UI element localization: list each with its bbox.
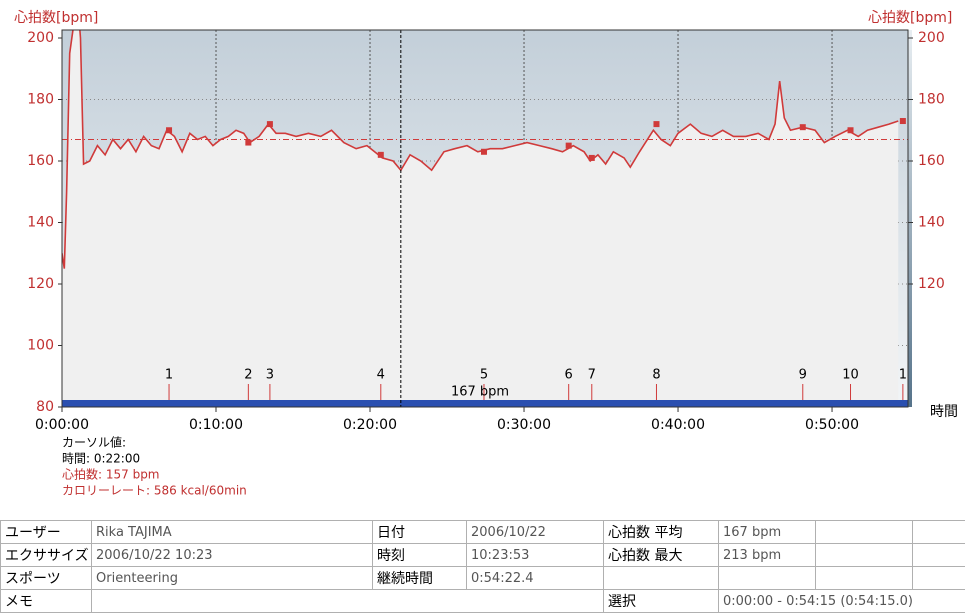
cursor-info: 時間: 0:22:00 (62, 452, 140, 466)
lap-marker (266, 121, 273, 128)
lap-label: 4 (377, 368, 385, 383)
lap-label: 3 (266, 368, 274, 383)
cell: 0:00:00 - 0:54:15 (0:54:15.0) (718, 589, 965, 613)
x-tick-label: 0:30:00 (497, 417, 551, 433)
y-tick-label: 140 (27, 215, 54, 231)
right-strip (908, 30, 912, 407)
cell (912, 520, 965, 544)
y2-tick-label: 180 (918, 92, 945, 108)
cell (815, 566, 913, 590)
selection-band (62, 400, 908, 407)
cursor-info: カーソル値: (62, 435, 126, 450)
y2-tick-label: 140 (918, 215, 945, 231)
lap-marker (799, 124, 806, 131)
lap-marker (377, 151, 384, 158)
cell: 0:54:22.4 (466, 566, 604, 590)
cell: ユーザー (0, 520, 92, 544)
info-table: ユーザー Rika TAJIMA 日付 2006/10/22 心拍数 平均 16… (0, 520, 965, 613)
cell (815, 543, 913, 567)
y-axis-label: 心拍数[bpm] (14, 10, 98, 26)
y-tick-label: 160 (27, 153, 54, 169)
area-below-line (62, 30, 899, 407)
y2-axis-label: 心拍数[bpm] (868, 10, 952, 26)
cell: 心拍数 平均 (603, 520, 719, 544)
cell (912, 566, 965, 590)
cell: 2006/10/22 10:23 (91, 543, 373, 567)
lap-marker (166, 127, 173, 134)
lap-marker (565, 142, 572, 149)
lap-label: 1 (899, 368, 907, 383)
lap-label: 6 (565, 368, 573, 383)
cell: 選択 (603, 589, 719, 613)
y2-tick-label: 160 (918, 153, 945, 169)
cursor-info: カロリーレート: 586 kcal/60min (62, 484, 247, 498)
cell: エクササイズ (0, 543, 92, 567)
y-tick-label: 120 (27, 276, 54, 292)
cell: 10:23:53 (466, 543, 604, 567)
cell: メモ (0, 589, 92, 613)
lap-marker (653, 121, 660, 128)
lap-label: 8 (652, 368, 660, 383)
cell: 継続時間 (372, 566, 467, 590)
cell: 日付 (372, 520, 467, 544)
y-tick-label: 200 (27, 30, 54, 46)
heart-rate-line (62, 30, 899, 269)
average-label: 167 bpm (451, 385, 509, 400)
x-tick-label: 0:50:00 (805, 417, 859, 433)
cell (603, 566, 719, 590)
lap-label: 7 (588, 368, 596, 383)
x-tick-label: 0:20:00 (343, 417, 397, 433)
cursor-info: 心拍数: 157 bpm (62, 467, 160, 482)
lap-marker (899, 118, 906, 125)
x-tick-label: 0:10:00 (189, 417, 243, 433)
lap-marker (847, 127, 854, 134)
y2-tick-label: 120 (918, 276, 945, 292)
y2-tick-label: 200 (918, 30, 945, 46)
x-tick-label: 0:00:00 (35, 417, 89, 433)
cell (718, 566, 816, 590)
cell: 213 bpm (718, 543, 816, 567)
chart: 心拍数[bpm] 心拍数[bpm] 時間 8010012014016018020… (14, 10, 958, 498)
y-tick-label: 180 (27, 92, 54, 108)
lap-marker (245, 139, 252, 146)
lap-label: 10 (842, 368, 859, 383)
cell: 時刻 (372, 543, 467, 567)
lap-marker (480, 148, 487, 155)
lap-label: 9 (799, 368, 807, 383)
lap-label: 2 (244, 368, 252, 383)
cell: 167 bpm (718, 520, 816, 544)
cell: スポーツ (0, 566, 92, 590)
cell (91, 589, 604, 613)
cell (815, 520, 913, 544)
cell: Orienteering (91, 566, 373, 590)
lap-label: 5 (480, 368, 488, 383)
cell (912, 543, 965, 567)
x-tick-label: 0:40:00 (651, 417, 705, 433)
cell: 心拍数 最大 (603, 543, 719, 567)
cell: 2006/10/22 (466, 520, 604, 544)
y-tick-label: 100 (27, 338, 54, 354)
y-tick-label: 80 (36, 399, 54, 415)
cell: Rika TAJIMA (91, 520, 373, 544)
plot-frame (61, 29, 909, 408)
lap-label: 1 (165, 368, 173, 383)
lap-marker (588, 154, 595, 161)
x-axis-label: 時間 (930, 404, 958, 420)
